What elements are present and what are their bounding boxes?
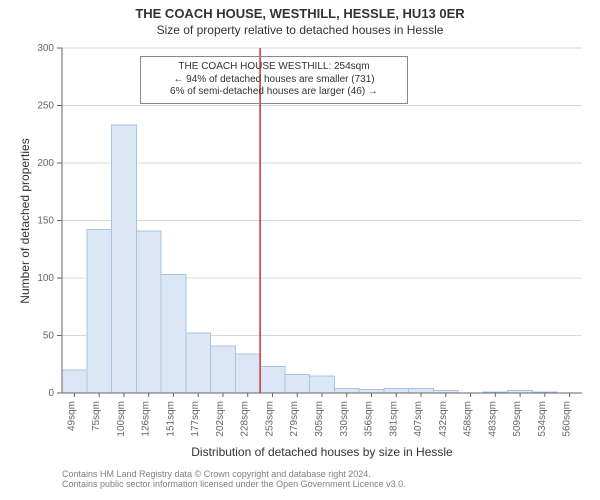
x-tick-label: 356sqm bbox=[364, 401, 375, 437]
histogram-bar bbox=[186, 333, 211, 393]
x-axis-label: Distribution of detached houses by size … bbox=[62, 445, 582, 459]
annotation-line-2: ← 94% of detached houses are smaller (73… bbox=[147, 74, 401, 87]
footer-text: Contains HM Land Registry data © Crown c… bbox=[62, 469, 406, 489]
histogram-bar bbox=[211, 346, 236, 393]
x-tick-label: 381sqm bbox=[388, 401, 399, 437]
x-tick-label: 100sqm bbox=[116, 401, 127, 437]
x-tick-label: 151sqm bbox=[165, 401, 176, 437]
y-tick-label: 150 bbox=[37, 216, 54, 227]
histogram-bar bbox=[161, 275, 186, 393]
y-axis-label: Number of detached properties bbox=[18, 121, 32, 321]
x-tick-label: 75sqm bbox=[91, 401, 102, 431]
x-tick-label: 177sqm bbox=[190, 401, 201, 437]
histogram-bar bbox=[260, 367, 285, 393]
histogram-bar bbox=[235, 354, 260, 393]
x-tick-label: 458sqm bbox=[463, 401, 474, 437]
x-tick-label: 253sqm bbox=[264, 401, 275, 437]
x-tick-label: 305sqm bbox=[314, 401, 325, 437]
annotation-line-1: THE COACH HOUSE WESTHILL: 254sqm bbox=[147, 61, 401, 74]
x-tick-label: 432sqm bbox=[438, 401, 449, 437]
x-tick-label: 509sqm bbox=[512, 401, 523, 437]
chart-container: THE COACH HOUSE, WESTHILL, HESSLE, HU13 … bbox=[0, 0, 600, 500]
x-tick-label: 407sqm bbox=[413, 401, 424, 437]
x-tick-label: 534sqm bbox=[537, 401, 548, 437]
x-tick-label: 279sqm bbox=[289, 401, 300, 437]
x-tick-label: 126sqm bbox=[141, 401, 152, 437]
annotation-line-3: 6% of semi-detached houses are larger (4… bbox=[147, 86, 401, 99]
x-tick-label: 330sqm bbox=[339, 401, 350, 437]
histogram-bar bbox=[310, 376, 335, 393]
x-tick-label: 202sqm bbox=[215, 401, 226, 437]
histogram-bar bbox=[359, 390, 384, 393]
y-tick-label: 50 bbox=[43, 331, 55, 342]
y-tick-label: 0 bbox=[48, 388, 54, 399]
x-tick-label: 228sqm bbox=[240, 401, 251, 437]
x-tick-label: 49sqm bbox=[66, 401, 77, 431]
histogram-bar bbox=[409, 388, 434, 393]
histogram-bar bbox=[112, 125, 137, 393]
histogram-bar bbox=[285, 375, 310, 393]
histogram-bar bbox=[87, 230, 112, 393]
x-tick-label: 483sqm bbox=[487, 401, 498, 437]
y-tick-label: 250 bbox=[37, 101, 54, 112]
histogram-bar bbox=[136, 231, 161, 393]
y-tick-label: 200 bbox=[37, 158, 54, 169]
annotation-box: THE COACH HOUSE WESTHILL: 254sqm ← 94% o… bbox=[140, 56, 408, 104]
histogram-bar bbox=[62, 370, 87, 393]
histogram-bar bbox=[384, 388, 409, 393]
x-tick-label: 560sqm bbox=[562, 401, 573, 437]
y-tick-label: 100 bbox=[37, 273, 54, 284]
histogram-bar bbox=[334, 388, 359, 393]
footer-line-2: Contains public sector information licen… bbox=[62, 479, 406, 489]
footer-line-1: Contains HM Land Registry data © Crown c… bbox=[62, 469, 406, 479]
y-tick-label: 300 bbox=[37, 43, 54, 54]
